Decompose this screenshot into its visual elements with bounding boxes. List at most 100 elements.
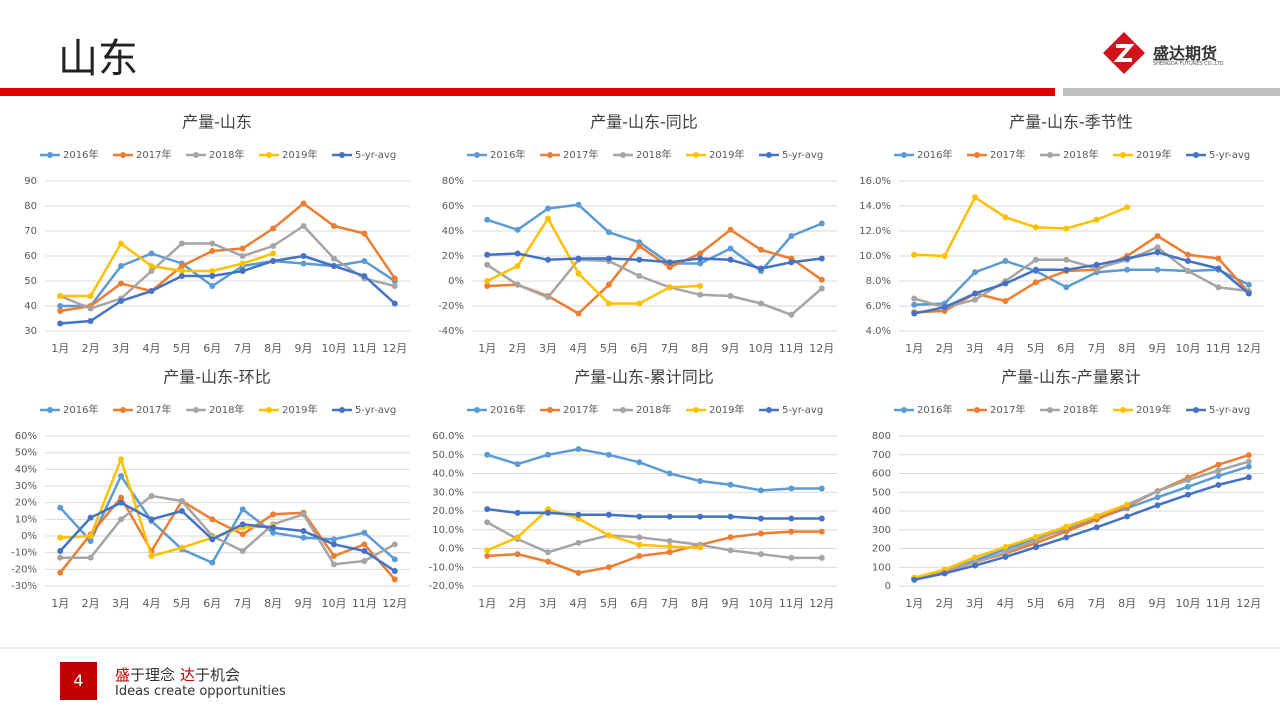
series-line <box>59 224 396 310</box>
data-point <box>514 551 521 558</box>
data-point <box>209 268 216 274</box>
legend-marker <box>974 407 980 413</box>
chart-title: 产量-山东-环比 <box>163 368 271 387</box>
data-point <box>666 538 673 544</box>
series-line <box>913 503 1128 580</box>
x-tick-label: 2月 <box>936 342 954 355</box>
data-point <box>1154 244 1161 251</box>
data-point <box>239 260 246 267</box>
data-point <box>300 511 307 518</box>
data-point <box>1245 474 1252 481</box>
data-point <box>1184 483 1191 490</box>
series-line <box>60 254 396 325</box>
data-point <box>391 576 398 583</box>
y-tick-label: 40.0% <box>432 469 464 480</box>
slogan-part: 于机会 <box>195 666 241 684</box>
x-tick-label: 12月 <box>1236 342 1261 355</box>
data-point <box>239 253 246 259</box>
legend-label: 2017年 <box>990 403 1025 416</box>
data-point <box>148 288 155 294</box>
legend-marker <box>120 407 126 413</box>
data-point <box>484 519 491 526</box>
data-point <box>757 487 764 494</box>
series-line <box>913 251 1250 315</box>
data-point <box>575 310 582 317</box>
data-point <box>270 258 277 264</box>
chart-title: 产量-山东-累计同比 <box>574 368 714 387</box>
x-tick-label: 12月 <box>382 597 407 610</box>
data-point <box>727 245 734 252</box>
data-point <box>300 260 307 267</box>
y-tick-label: 8.0% <box>866 276 891 287</box>
data-point <box>575 569 582 576</box>
series-line <box>486 203 823 273</box>
data-point <box>727 534 734 541</box>
x-tick-label: 5月 <box>173 597 191 610</box>
x-tick-label: 1月 <box>905 342 923 355</box>
data-point <box>391 275 398 282</box>
header-bar-grey <box>1063 88 1280 96</box>
y-tick-label: -10.0% <box>429 562 464 573</box>
data-point <box>727 226 734 233</box>
data-point <box>1124 204 1131 211</box>
data-point <box>1063 266 1070 273</box>
data-point <box>1154 266 1161 273</box>
y-tick-label: 70 <box>24 226 37 237</box>
data-point <box>545 256 552 263</box>
data-point <box>575 270 582 277</box>
data-point <box>118 473 125 479</box>
legend-marker <box>901 407 907 413</box>
y-tick-label: 10% <box>15 514 37 525</box>
legend-marker <box>547 407 553 413</box>
data-point <box>87 554 94 561</box>
data-point <box>239 506 246 513</box>
x-tick-label: 8月 <box>1118 342 1136 355</box>
data-point <box>209 248 216 254</box>
data-point <box>666 543 673 550</box>
data-point <box>1124 513 1131 520</box>
series-line <box>487 228 823 315</box>
y-tick-label: 600 <box>872 469 891 480</box>
data-point <box>239 548 246 554</box>
legend-marker <box>47 407 53 413</box>
data-point <box>1032 224 1039 231</box>
x-tick-label: 11月 <box>779 342 804 355</box>
series-line <box>59 474 396 564</box>
x-tick-label: 5月 <box>600 597 618 610</box>
legend-marker <box>1120 407 1126 413</box>
data-point <box>178 263 185 269</box>
header-bar <box>0 88 1055 96</box>
legend-marker <box>547 152 553 158</box>
data-point <box>605 532 612 539</box>
y-tick-label: 300 <box>872 525 891 536</box>
data-point <box>697 250 704 257</box>
data-point <box>209 516 216 523</box>
data-point <box>1184 491 1191 498</box>
x-tick-label: 5月 <box>1027 342 1045 355</box>
data-point <box>178 273 185 279</box>
data-point <box>818 220 825 227</box>
data-point <box>391 283 398 289</box>
data-point <box>87 318 94 324</box>
data-point <box>514 281 521 288</box>
data-point <box>270 511 277 518</box>
data-point <box>666 513 673 520</box>
x-tick-label: 6月 <box>630 597 648 610</box>
data-point <box>270 225 277 232</box>
legend-label: 5-yr-avg <box>355 150 396 161</box>
data-point <box>300 253 307 259</box>
data-point <box>1245 452 1252 459</box>
legend-marker <box>266 152 272 158</box>
y-tick-label: 20% <box>442 251 464 262</box>
data-point <box>697 255 704 262</box>
data-point <box>911 301 918 308</box>
legend-label: 2016年 <box>917 403 952 416</box>
data-point <box>818 554 825 561</box>
y-tick-label: 90 <box>24 176 37 187</box>
data-point <box>697 544 704 551</box>
x-tick-label: 3月 <box>539 597 557 610</box>
y-tick-label: 10.0% <box>859 251 891 262</box>
data-point <box>148 516 155 523</box>
legend-marker <box>120 152 126 158</box>
series-line <box>487 252 822 270</box>
